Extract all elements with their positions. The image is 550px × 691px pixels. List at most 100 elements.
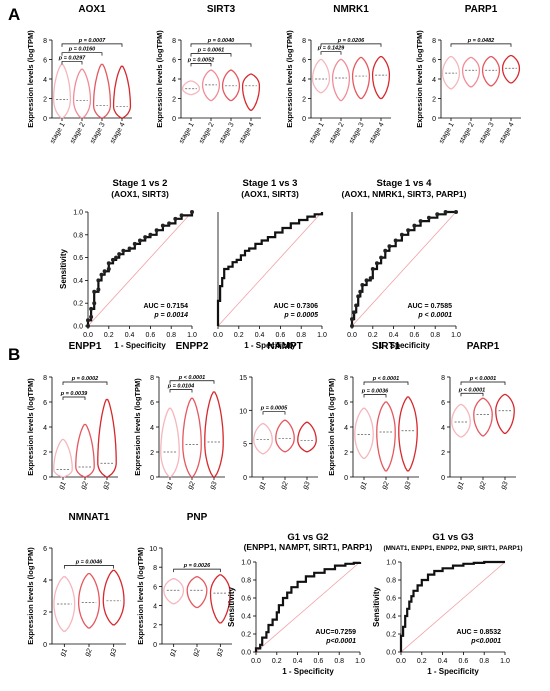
p-value-label: p = 0.0206 [337, 38, 365, 44]
y-tick-label: 0.2 [241, 632, 251, 639]
y-tick-label: 6 [344, 400, 348, 407]
roc-curve [216, 212, 324, 326]
roc-point [102, 269, 107, 274]
y-tick-label: 8 [172, 38, 176, 45]
x-tick-label: stage 2 [328, 121, 346, 144]
x-tick-label: 0.2 [104, 332, 114, 339]
y-tick-label: 8 [150, 375, 154, 382]
y-tick-label: 4 [153, 604, 157, 611]
y-tick-label: 8 [344, 375, 348, 382]
roc-title: Stage 1 vs 4 [377, 178, 433, 189]
roc-point [370, 267, 375, 271]
roc-point [86, 324, 90, 328]
roc-point [368, 276, 373, 281]
x-tick-label: g3 [302, 480, 312, 490]
roc-point [96, 287, 101, 292]
roc-point [167, 221, 172, 226]
roc-point [179, 213, 184, 218]
roc-point [354, 303, 359, 308]
violin-g2 [275, 419, 295, 453]
x-tick-label: stage 1 [49, 121, 67, 144]
roc-point [132, 241, 137, 246]
roc-subtitle: (AOX1, NMRK1, SIRT3, PARP1) [341, 189, 466, 199]
roc-subtitle: (ENPP1, NAMPT, SIRT1, PARP1) [244, 542, 373, 552]
significance-bracket [62, 381, 108, 385]
roc-point [435, 212, 440, 217]
p-value-label: p = 0.0039 [60, 391, 88, 397]
y-tick-label: 0 [150, 475, 154, 482]
x-tick-label: 0.6 [459, 658, 469, 665]
x-tick-label: 1.0 [500, 658, 510, 665]
y-axis-label: Sensitivity [372, 586, 381, 627]
y-tick-label: 5 [243, 442, 247, 449]
chart-title: PARP1 [465, 4, 498, 15]
significance-bracket [190, 53, 232, 57]
y-tick-label: 1.0 [241, 560, 251, 567]
chart-title: AOX1 [78, 4, 106, 15]
significance-bracket [363, 381, 409, 385]
y-tick-label: 0.0 [241, 650, 251, 657]
x-tick-label: stage 1 [308, 121, 326, 144]
y-tick-label: 6 [153, 584, 157, 591]
p-value-label: p = 0.0061 [197, 48, 224, 54]
roc-point [92, 301, 97, 306]
significance-bracket [450, 43, 512, 47]
violin-g1 [354, 407, 374, 459]
chart-title: SIRT3 [207, 4, 236, 15]
violin-g2 [182, 397, 202, 478]
roc-point [374, 261, 379, 266]
p-value-label: p = 0.0482 [467, 38, 494, 44]
roc-point [352, 310, 357, 315]
roc-p-value: p = 0.0014 [153, 312, 188, 319]
y-tick-label: 8 [302, 38, 306, 45]
violin-stage-4 [241, 73, 261, 111]
roc-chart-A-ROC3: Stage 1 vs 4(AOX1, NMRK1, SIRT3, PARP1) 0… [341, 178, 466, 350]
x-tick-label: 0.4 [125, 332, 135, 339]
roc-curve [254, 561, 362, 652]
violin-chart-A-AOX1: AOX1 0 2 4 6 8 Expression levels (logTPM) stage… [26, 4, 132, 145]
roc-point [426, 215, 431, 220]
violin-chart-B-ENPP2: ENPP2 0 2 4 6 8 Expression levels (logTPM) g1 g2… [133, 341, 225, 491]
x-tick-label: 0.6 [410, 332, 420, 339]
y-tick-label: 2 [150, 450, 154, 457]
x-tick-label: 0.4 [293, 658, 303, 665]
chart-title: ENPP1 [69, 341, 102, 352]
y-tick-label: 2 [153, 623, 157, 630]
p-value-label: p < 0.0001 [458, 387, 485, 393]
y-tick-label: 0.4 [241, 614, 251, 621]
y-tick-label: 0 [344, 475, 348, 482]
violin-g3 [102, 569, 125, 626]
violin-g1 [160, 407, 180, 478]
violin-stage-3 [351, 56, 371, 100]
roc-p-value: p = 0.0005 [283, 312, 318, 319]
x-tick-label: g1 [456, 480, 466, 490]
x-tick-label: 0.0 [347, 332, 357, 339]
x-tick-label: stage 4 [368, 121, 386, 144]
p-value-label: p = 0.0052 [187, 57, 214, 63]
significance-bracket [320, 51, 342, 55]
roc-point [160, 223, 165, 228]
y-tick-label: 0.8 [241, 578, 251, 585]
y-tick-label: 1.0 [73, 210, 83, 217]
y-tick-label: 2 [432, 97, 436, 104]
x-tick-label: stage 3 [89, 121, 107, 144]
x-tick-label: g3 [403, 480, 413, 490]
y-tick-label: 4 [344, 425, 348, 432]
y-tick-label: 0 [432, 116, 436, 123]
reference-diagonal [255, 561, 361, 653]
y-tick-label: 10 [149, 546, 157, 553]
roc-point [106, 267, 111, 271]
p-value-label: p = 0.1429 [317, 46, 345, 52]
violin-stage-4 [112, 65, 132, 119]
x-tick-label: 0.2 [417, 658, 427, 665]
y-axis-label: Expression levels (logTPM) [133, 378, 142, 476]
significance-bracket [61, 52, 103, 56]
y-tick-label: 6 [43, 400, 47, 407]
chart-title: PARP1 [467, 341, 500, 352]
roc-title: G1 vs G2 [287, 532, 328, 543]
x-tick-label: stage 3 [348, 121, 366, 144]
significance-bracket [363, 394, 387, 398]
violin-g2 [77, 572, 101, 629]
x-tick-label: 0.4 [389, 332, 399, 339]
significance-bracket [61, 43, 123, 47]
